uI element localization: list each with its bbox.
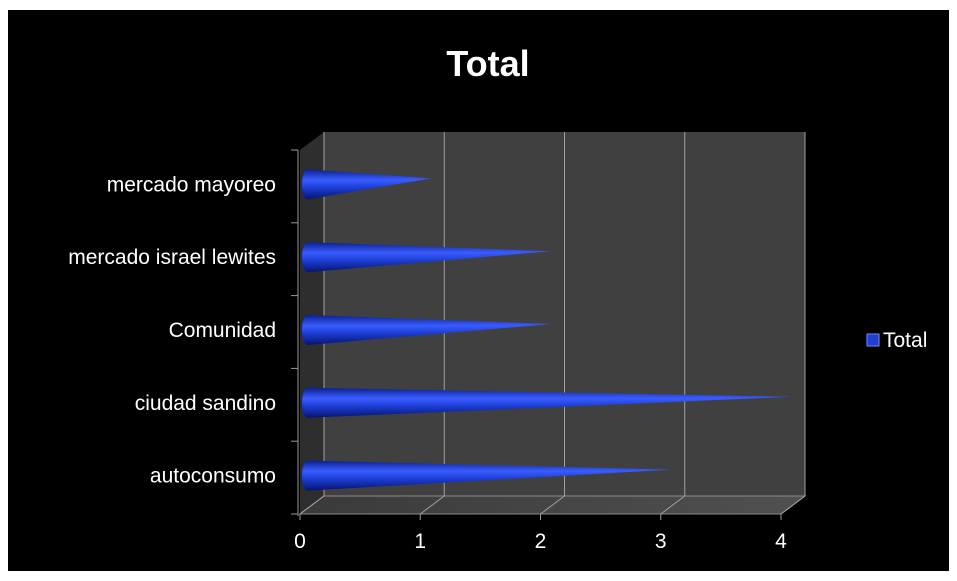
category-label: mercado mayoreo [107, 173, 276, 196]
legend-swatch [866, 333, 880, 347]
category-label: ciudad sandino [135, 392, 276, 415]
gridline-floor [299, 495, 325, 515]
x-tick-label: 3 [655, 530, 667, 553]
gridline-floor [660, 495, 686, 515]
x-tick-label: 2 [535, 530, 547, 553]
x-tick-label: 0 [294, 530, 306, 553]
category-label: autoconsumo [150, 465, 276, 488]
gridline-floor [540, 495, 565, 515]
cone-bar [302, 387, 792, 418]
gridline-floor [780, 495, 806, 515]
category-label: Comunidad [169, 319, 276, 342]
x-tick-label: 4 [775, 530, 787, 553]
cone-bar [302, 169, 432, 200]
plot-area: 0 1 2 3 4 mercado mayoreo mercado israel lewit… [68, 132, 807, 553]
cone-bar [302, 242, 552, 273]
chart-title: Total [446, 43, 529, 84]
cone-bar [302, 315, 552, 345]
legend: Total [866, 329, 927, 352]
category-label: mercado israel lewites [68, 246, 276, 269]
cone-bar [302, 460, 672, 491]
gridline-floor [419, 495, 445, 515]
x-tick-label: 1 [414, 530, 426, 553]
legend-label-total: Total [883, 329, 927, 352]
